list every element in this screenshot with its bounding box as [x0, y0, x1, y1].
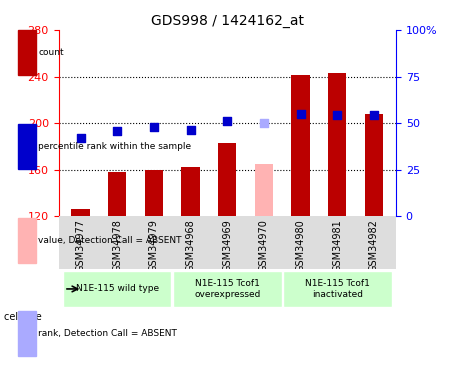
Text: rank, Detection Call = ABSENT: rank, Detection Call = ABSENT	[38, 329, 177, 338]
Bar	[63, 271, 171, 307]
Point	[113, 128, 121, 134]
Text: percentile rank within the sample: percentile rank within the sample	[38, 142, 191, 151]
Text: GSM34980: GSM34980	[296, 219, 306, 272]
Point	[77, 135, 84, 141]
Point	[297, 111, 304, 117]
Bar	[283, 271, 392, 307]
Title: GDS998 / 1424162_at: GDS998 / 1424162_at	[151, 13, 304, 28]
Bar	[108, 172, 126, 216]
Text: GSM34977: GSM34977	[76, 219, 86, 272]
Point	[370, 112, 378, 118]
Text: GSM34968: GSM34968	[185, 219, 196, 272]
Bar	[173, 271, 282, 307]
Point	[224, 118, 231, 124]
Bar	[72, 209, 90, 216]
Point	[150, 124, 158, 130]
Text: GSM34969: GSM34969	[222, 219, 232, 272]
Bar	[365, 114, 383, 216]
Text: N1E-115 wild type: N1E-115 wild type	[76, 285, 159, 294]
Text: GSM34981: GSM34981	[332, 219, 342, 272]
Point	[187, 127, 194, 133]
Text: GSM34982: GSM34982	[369, 219, 379, 272]
Point	[261, 120, 268, 126]
Text: GSM34970: GSM34970	[259, 219, 269, 272]
Text: count: count	[38, 48, 64, 57]
Text: GSM34978: GSM34978	[112, 219, 122, 272]
Text: GSM34979: GSM34979	[149, 219, 159, 272]
Bar	[328, 73, 346, 216]
Text: N1E-115 Tcof1
inactivated: N1E-115 Tcof1 inactivated	[305, 279, 370, 298]
Point	[334, 112, 341, 118]
Bar	[145, 170, 163, 216]
Bar	[292, 75, 310, 216]
Text: N1E-115 Tcof1
overexpressed: N1E-115 Tcof1 overexpressed	[194, 279, 261, 298]
Bar	[255, 164, 273, 216]
Text: value, Detection Call = ABSENT: value, Detection Call = ABSENT	[38, 236, 182, 244]
Text: cell line: cell line	[4, 312, 42, 322]
Bar	[218, 143, 236, 216]
Bar	[181, 167, 200, 216]
